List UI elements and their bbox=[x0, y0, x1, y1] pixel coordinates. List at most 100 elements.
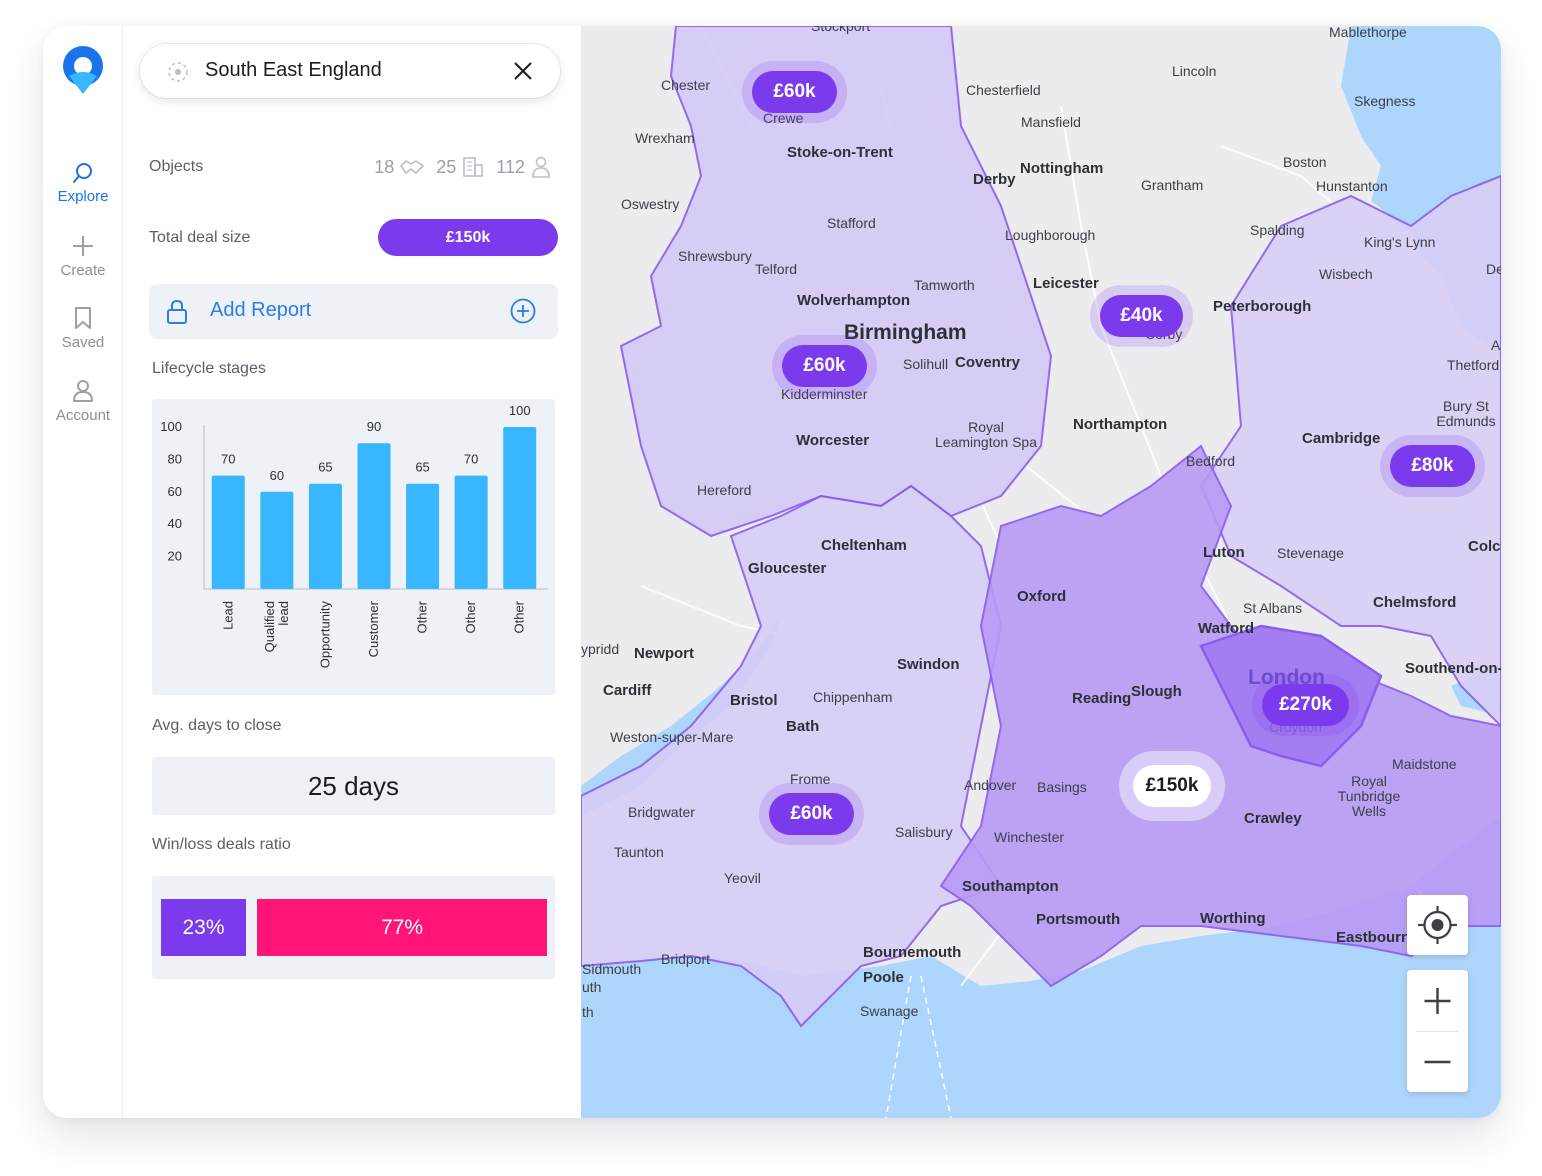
bar-value-label: 90 bbox=[367, 419, 381, 434]
bar bbox=[357, 443, 391, 589]
search-icon bbox=[73, 163, 92, 183]
x-tick-label: Lead bbox=[220, 601, 235, 630]
city-label: King's Lynn bbox=[1364, 234, 1436, 250]
deal-bubble[interactable]: £270k bbox=[1262, 684, 1349, 726]
city-label: Bristol bbox=[730, 692, 778, 709]
nav-label-explore: Explore bbox=[57, 188, 109, 205]
city-label: Winchester bbox=[994, 829, 1065, 845]
avg-days-label: Avg. days to close bbox=[152, 717, 282, 734]
x-tick-label: Other bbox=[463, 600, 478, 633]
close-icon[interactable] bbox=[512, 60, 534, 82]
bar-value-label: 70 bbox=[464, 452, 478, 467]
city-label: Poole bbox=[863, 969, 904, 986]
city-label: Wrexham bbox=[635, 130, 695, 146]
city-label: Leicester bbox=[1033, 275, 1099, 292]
bar-value-label: 65 bbox=[415, 460, 429, 475]
city-label: Bridgwater bbox=[628, 804, 695, 820]
x-tick-label-text: Qualified bbox=[262, 601, 277, 652]
avg-days-value: 25 days bbox=[152, 757, 555, 815]
map-sea-channel bbox=[581, 816, 1501, 1118]
city-label: Birmingham bbox=[844, 321, 967, 344]
bar-value-label: 65 bbox=[318, 460, 332, 475]
ratio-label: Win/loss deals ratio bbox=[152, 836, 291, 853]
city-label: Chester bbox=[661, 77, 711, 93]
lock-icon bbox=[167, 299, 187, 324]
bar bbox=[406, 483, 440, 589]
x-tick-label-text: Other bbox=[512, 600, 527, 633]
nav-item-saved[interactable]: Saved bbox=[43, 306, 123, 351]
city-label: Slough bbox=[1131, 683, 1182, 700]
bar-value-label: 60 bbox=[270, 468, 284, 483]
city-label: Peterborough bbox=[1213, 298, 1312, 315]
y-tick-label: 60 bbox=[168, 484, 182, 499]
city-label: Newport bbox=[634, 645, 694, 662]
city-label: Chippenham bbox=[813, 689, 893, 705]
city-label: Watford bbox=[1198, 620, 1255, 637]
city-label: Yeovil bbox=[724, 870, 761, 886]
bar-value-label: 100 bbox=[509, 403, 531, 418]
nav-item-create[interactable]: Create bbox=[43, 234, 123, 279]
city-label: Swindon bbox=[897, 656, 960, 673]
zoom-divider bbox=[1416, 1031, 1459, 1032]
city-label: London bbox=[1248, 666, 1325, 689]
city-label: Stevenage bbox=[1277, 545, 1344, 561]
deal-bubble[interactable]: £60k bbox=[769, 793, 854, 835]
city-label: Crawley bbox=[1244, 810, 1302, 827]
city-label: uth bbox=[582, 979, 602, 995]
search-bar[interactable]: South East England bbox=[140, 44, 560, 98]
city-label: Weston-super-Mare bbox=[610, 729, 734, 745]
locate-button[interactable] bbox=[1407, 895, 1468, 955]
region-west-midlands bbox=[619, 26, 1053, 538]
bookmark-icon bbox=[75, 307, 91, 329]
city-label: Luton bbox=[1203, 544, 1245, 561]
city-label: Boston bbox=[1283, 154, 1327, 170]
deal-bubble-selected[interactable]: £150k bbox=[1133, 765, 1211, 807]
city-label: Hunstanton bbox=[1316, 178, 1388, 194]
user-icon bbox=[73, 380, 93, 402]
city-label: Solihull bbox=[903, 356, 949, 372]
city-label: ypridd bbox=[581, 641, 620, 657]
x-tick-label-text: Opportunity bbox=[317, 601, 332, 669]
deal-bubble[interactable]: £40k bbox=[1100, 295, 1183, 337]
x-tick-label-text: lead bbox=[276, 601, 291, 626]
details-panel: South East England Objects 18 25 112 Tot… bbox=[123, 26, 581, 1118]
contacts-count: 112 bbox=[496, 156, 525, 177]
x-tick-label: Other bbox=[512, 600, 527, 633]
city-label: Cheltenham bbox=[821, 537, 907, 554]
deal-bubble[interactable]: £60k bbox=[752, 71, 837, 113]
city-label: Stockport bbox=[811, 26, 871, 34]
win-loss-ratio: 23% 77% bbox=[152, 876, 555, 979]
nav-item-account[interactable]: Account bbox=[43, 379, 123, 424]
y-tick-label: 40 bbox=[168, 516, 182, 531]
app-logo[interactable] bbox=[61, 46, 105, 98]
search-input[interactable]: South East England bbox=[205, 59, 382, 81]
zoom-out-icon bbox=[1424, 1060, 1451, 1064]
city-label: Skegness bbox=[1354, 93, 1416, 109]
nav-item-explore[interactable]: Explore bbox=[43, 162, 123, 205]
win-ratio-bar: 23% bbox=[161, 899, 246, 956]
person-icon bbox=[532, 156, 550, 178]
map-view[interactable]: Stockport Mablethorpe Chester Crewe Linc… bbox=[581, 26, 1501, 1118]
city-label: Taunton bbox=[614, 844, 664, 860]
city-label: Hereford bbox=[697, 482, 752, 498]
zoom-in-icon bbox=[1424, 988, 1451, 1014]
add-report-button[interactable]: Add Report bbox=[149, 284, 558, 339]
city-label: Shrewsbury bbox=[678, 248, 752, 264]
map-canvas bbox=[581, 26, 1501, 1118]
nav-label-account: Account bbox=[55, 407, 111, 424]
lifecycle-label: Lifecycle stages bbox=[152, 360, 266, 377]
city-label: Stafford bbox=[827, 215, 876, 231]
y-tick-label: 100 bbox=[160, 419, 182, 434]
city-label: Sidmouth bbox=[582, 961, 642, 977]
bar bbox=[260, 491, 294, 589]
bar bbox=[308, 483, 342, 589]
deal-bubble[interactable]: £60k bbox=[782, 345, 867, 387]
city-label: Coventry bbox=[955, 354, 1021, 371]
city-label: De bbox=[1486, 261, 1501, 277]
zoom-out-button[interactable] bbox=[1407, 1031, 1468, 1092]
city-label: Cambridge bbox=[1302, 430, 1381, 447]
bar bbox=[454, 475, 488, 589]
crosshair-icon bbox=[1418, 906, 1457, 944]
zoom-in-button[interactable] bbox=[1407, 970, 1468, 1031]
deal-bubble[interactable]: £80k bbox=[1390, 445, 1475, 487]
